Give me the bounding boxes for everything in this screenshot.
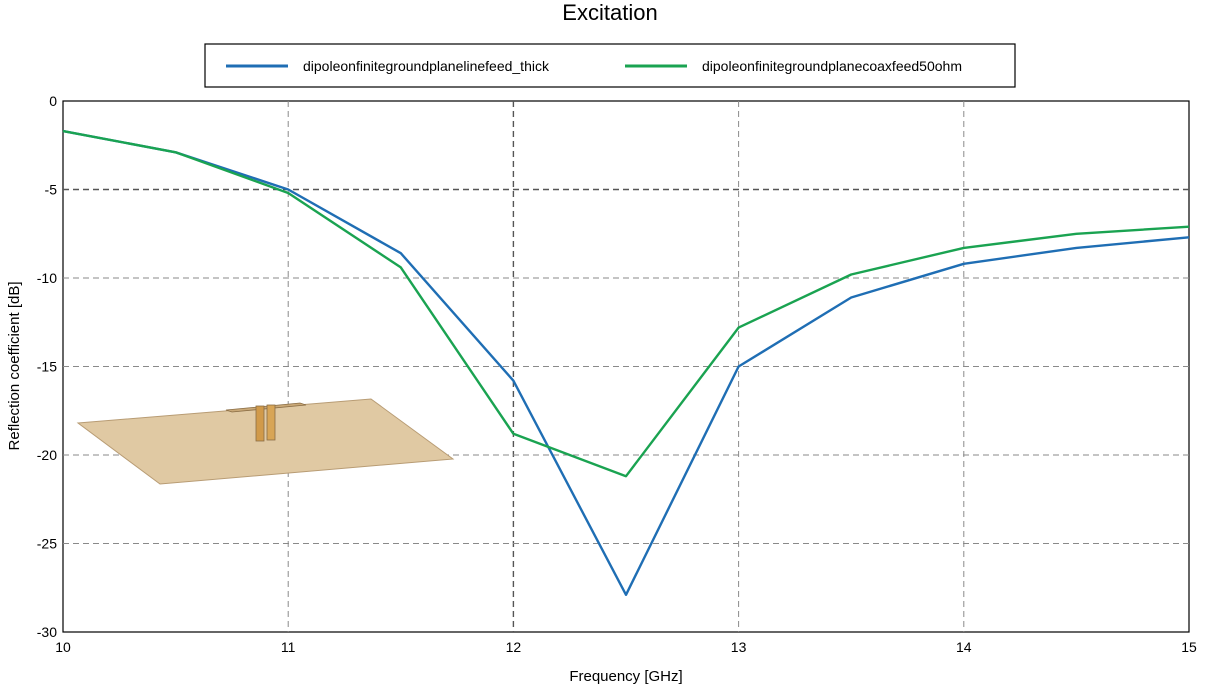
x-tick-label: 12 <box>506 639 522 655</box>
series-line-0 <box>62 129 1190 596</box>
y-tick-label: -15 <box>37 359 57 375</box>
y-tick-label: -10 <box>37 270 57 286</box>
legend: dipoleonfinitegroundplanelinefeed_thick … <box>204 43 1016 88</box>
y-tick-label: -20 <box>37 447 57 463</box>
series-lines <box>62 129 1190 596</box>
dipole-arm-left-icon <box>255 405 265 442</box>
x-tick-label: 14 <box>956 639 972 655</box>
x-axis-label: Frequency [GHz] <box>569 668 682 685</box>
x-tick-label: 15 <box>1181 639 1197 655</box>
grid-lines <box>63 101 1189 632</box>
chart-title: Excitation <box>562 0 657 25</box>
legend-box <box>204 43 1016 88</box>
y-tick-label: -5 <box>45 182 58 198</box>
y-tick-label: -25 <box>37 536 57 552</box>
x-tick-label: 13 <box>731 639 747 655</box>
tick-labels: 10 11 12 13 14 15 0 -5 -10 -15 -20 -25 -30 <box>37 93 1197 655</box>
legend-label-coaxfeed: dipoleonfinitegroundplanecoaxfeed50ohm <box>702 58 962 74</box>
x-tick-label: 10 <box>55 639 71 655</box>
y-tick-label: 0 <box>49 93 57 109</box>
dipole-arm-right-icon <box>266 404 276 441</box>
x-tick-label: 11 <box>281 639 296 655</box>
y-axis-label: Reflection coefficient [dB] <box>6 282 23 451</box>
legend-label-linefeed: dipoleonfinitegroundplanelinefeed_thick <box>303 58 550 74</box>
series-line-1 <box>62 129 1190 478</box>
dipole-on-ground-plane-model-icon <box>76 398 455 485</box>
y-tick-label: -30 <box>37 624 57 640</box>
